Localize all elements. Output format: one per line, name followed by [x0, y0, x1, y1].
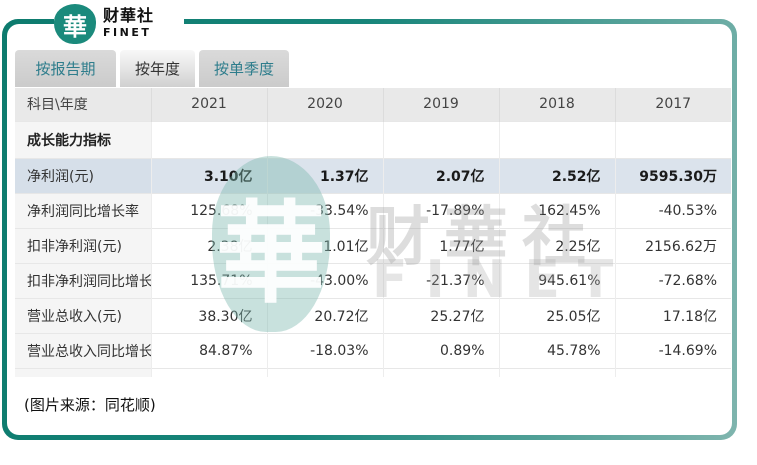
metric-value: 2.52亿 [498, 157, 615, 193]
metric-value: -72.68% [614, 262, 731, 298]
metric-value: -14.69% [614, 332, 731, 368]
metric-value: 45.78% [498, 332, 615, 368]
tab-by-report-period[interactable]: 按报告期 [15, 50, 116, 87]
metric-value: 2.07亿 [382, 157, 499, 193]
finet-logo: 華 [54, 4, 96, 44]
metric-label: 净利润同比增长率 [15, 192, 151, 228]
logo-glyph: 華 [63, 12, 87, 41]
metric-value: 2156.62万 [614, 227, 731, 263]
image-source-caption: (图片来源：同花顺) [24, 396, 156, 414]
table-header-row: 科目\年度 2021 2020 2019 2018 2017 [15, 88, 731, 121]
metric-value: 17.18亿 [614, 297, 731, 333]
table-row-net-profit: 净利润(元) 3.10亿 1.37亿 2.07亿 2.52亿 9595.30万 [15, 157, 731, 193]
brand-name-cn: 财華社 [103, 6, 155, 25]
metric-value: -40.53% [614, 192, 731, 228]
metric-value: -43.00% [266, 262, 383, 298]
metric-value: -33.54% [266, 192, 383, 228]
financial-metrics-table: 科目\年度 2021 2020 2019 2018 2017 成长能力指标 净利… [15, 88, 731, 377]
metric-value: 38.30亿 [150, 297, 267, 333]
finet-brand-header: 華 财華社 FINET [54, 0, 184, 46]
metric-value: 9595.30万 [614, 157, 731, 193]
section-header-row: 成长能力指标 [15, 120, 731, 158]
brand-name-en: FINET [103, 26, 152, 39]
metric-label: 扣非净利润同比增长率 [15, 262, 151, 298]
metric-value: -17.89% [382, 192, 499, 228]
metric-value: 20.72亿 [266, 297, 383, 333]
metric-value: 0.89% [382, 332, 499, 368]
table-row-deducted-net-profit-yoy: 扣非净利润同比增长率 135.71% -43.00% -21.37% 945.6… [15, 262, 731, 298]
metric-value: 1.37亿 [266, 157, 383, 193]
table-row-deducted-net-profit: 扣非净利润(元) 2.38亿 1.01亿 1.77亿 2.25亿 2156.62… [15, 227, 731, 263]
metric-value: 3.10亿 [150, 157, 267, 193]
metric-label: 营业总收入同比增长率 [15, 332, 151, 368]
metric-value: 162.45% [498, 192, 615, 228]
metric-value: 2.38亿 [150, 227, 267, 263]
table-corner-header: 科目\年度 [15, 88, 151, 121]
table-row-partial [15, 367, 731, 377]
metric-value: -18.03% [266, 332, 383, 368]
metric-label: 净利润(元) [15, 157, 151, 193]
year-header-2017: 2017 [614, 88, 731, 121]
year-header-2020: 2020 [266, 88, 383, 121]
period-tab-bar: 按报告期 按年度 按单季度 [15, 50, 289, 87]
metric-value: 25.05亿 [498, 297, 615, 333]
metric-value: 125.68% [150, 192, 267, 228]
table-row-net-profit-yoy: 净利润同比增长率 125.68% -33.54% -17.89% 162.45%… [15, 192, 731, 228]
metric-label: 扣非净利润(元) [15, 227, 151, 263]
table-row-total-revenue: 营业总收入(元) 38.30亿 20.72亿 25.27亿 25.05亿 17.… [15, 297, 731, 333]
metric-value: -21.37% [382, 262, 499, 298]
metric-value: 945.61% [498, 262, 615, 298]
year-header-2021: 2021 [150, 88, 267, 121]
table-row-total-revenue-yoy: 营业总收入同比增长率 84.87% -18.03% 0.89% 45.78% -… [15, 332, 731, 368]
metric-value: 2.25亿 [498, 227, 615, 263]
metric-value: 1.01亿 [266, 227, 383, 263]
tab-by-quarter[interactable]: 按单季度 [199, 50, 289, 87]
metric-value: 135.71% [150, 262, 267, 298]
metric-value: 84.87% [150, 332, 267, 368]
metric-value: 1.77亿 [382, 227, 499, 263]
year-header-2019: 2019 [382, 88, 499, 121]
tab-by-year[interactable]: 按年度 [120, 50, 195, 87]
section-header-label: 成长能力指标 [15, 120, 151, 158]
metric-label: 营业总收入(元) [15, 297, 151, 333]
year-header-2018: 2018 [498, 88, 615, 121]
metric-value: 25.27亿 [382, 297, 499, 333]
